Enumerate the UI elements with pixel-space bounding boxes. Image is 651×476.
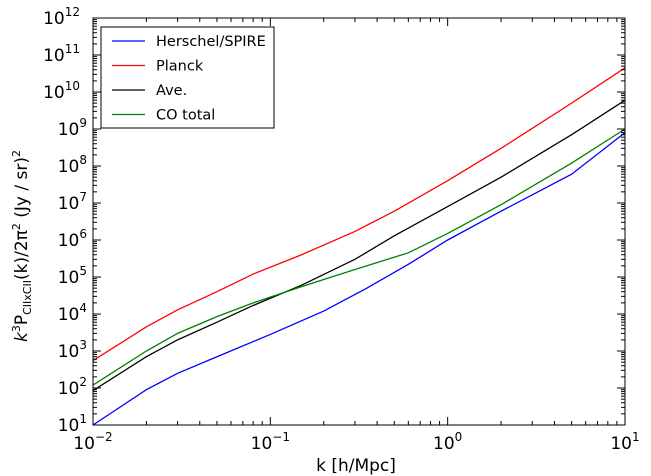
y-tick-label: 105 bbox=[58, 264, 87, 288]
series-line-1 bbox=[92, 67, 626, 362]
legend: Herschel/SPIRE Planck Ave. CO total bbox=[100, 26, 275, 129]
x-axis-label: k [h/Mpc] bbox=[316, 456, 396, 476]
axis-ticks bbox=[92, 18, 625, 426]
legend-label: Ave. bbox=[156, 83, 187, 99]
series-line-3 bbox=[92, 128, 626, 386]
tick-labels: 10−2 10−1 100 101 101 102 103 104 105 106 107 108 10… bbox=[43, 5, 640, 454]
series-line-2 bbox=[92, 99, 626, 392]
y-tick-label: 1012 bbox=[43, 5, 80, 29]
x-tick-label: 101 bbox=[610, 430, 639, 454]
y-axis-label: k3PCIIxCII(k)/2π2 (Jy / sr)2 bbox=[10, 150, 34, 342]
y-tick-label: 107 bbox=[58, 190, 87, 214]
y-tick-label: 103 bbox=[58, 338, 87, 362]
plot-frame bbox=[92, 17, 626, 426]
legend-label: CO total bbox=[156, 108, 215, 124]
y-tick-label: 108 bbox=[58, 153, 87, 177]
y-tick-label: 1010 bbox=[43, 79, 80, 103]
plot-area bbox=[92, 17, 626, 426]
x-tick-label: 100 bbox=[433, 430, 462, 454]
y-tick-label: 101 bbox=[58, 412, 87, 436]
legend-frame bbox=[100, 26, 275, 129]
x-tick-label: 10−2 bbox=[73, 430, 112, 454]
y-tick-label: 106 bbox=[58, 227, 87, 251]
legend-label: Planck bbox=[156, 59, 204, 75]
y-tick-label: 1011 bbox=[43, 42, 80, 66]
series-line-0 bbox=[92, 132, 626, 426]
y-tick-label: 104 bbox=[58, 301, 87, 325]
legend-label: Herschel/SPIRE bbox=[156, 34, 266, 50]
y-tick-label: 109 bbox=[58, 116, 87, 140]
x-tick-label: 10−1 bbox=[251, 430, 290, 454]
y-tick-label: 102 bbox=[58, 375, 87, 399]
